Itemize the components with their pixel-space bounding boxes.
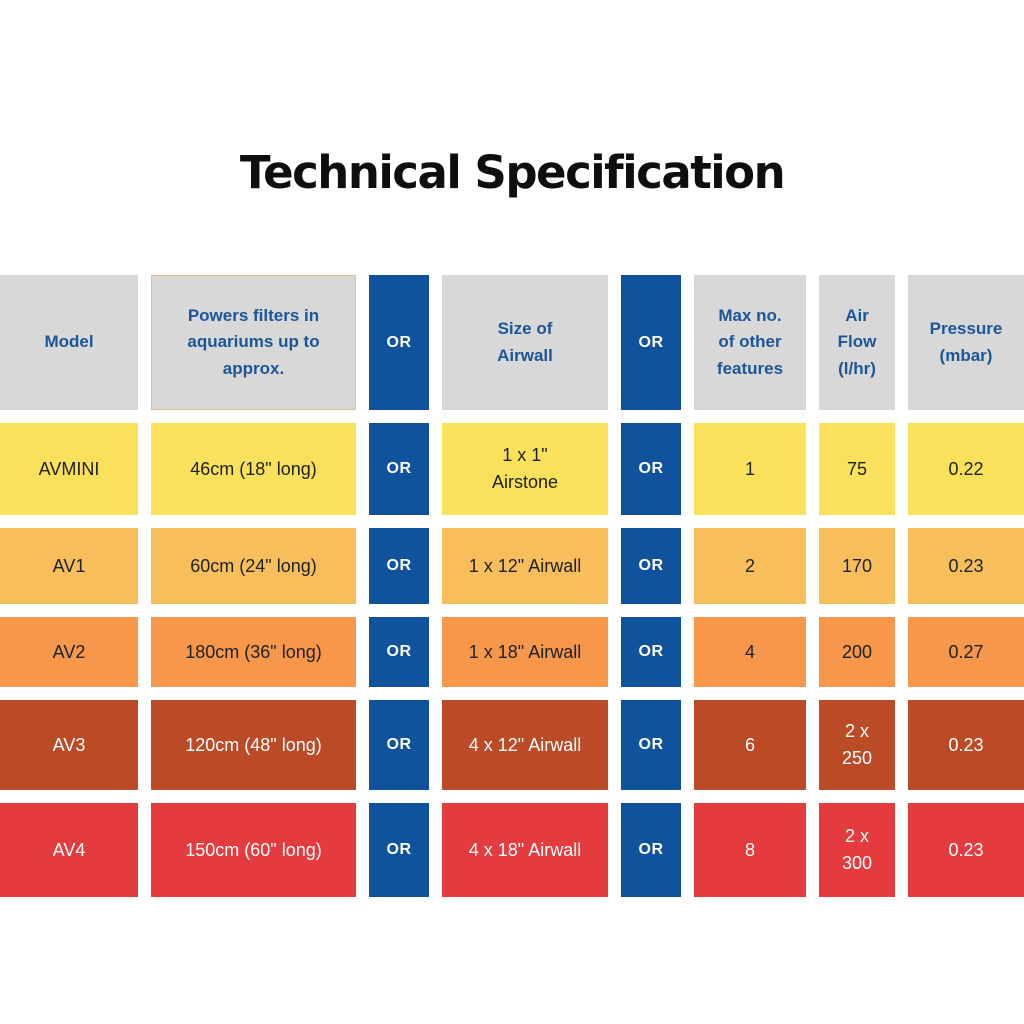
cell-max-features: 4 [694,617,806,687]
cell-powers: 120cm (48" long) [151,700,356,790]
header-or-1: OR [369,275,429,410]
cell-pressure: 0.23 [908,528,1024,604]
header-airflow: Air Flow (l/hr) [819,275,895,410]
cell-airflow: 2 x 300 [819,803,895,897]
cell-model: AV4 [0,803,138,897]
cell-model: AV3 [0,700,138,790]
cell-airwall-size: 4 x 12" Airwall [442,700,608,790]
header-or-2: OR [621,275,681,410]
cell-or: OR [369,423,429,515]
cell-airflow: 75 [819,423,895,515]
cell-or: OR [621,423,681,515]
cell-or: OR [369,528,429,604]
header-powers-filters: Powers filters in aquariums up to approx… [151,275,356,410]
cell-or: OR [369,617,429,687]
cell-pressure: 0.22 [908,423,1024,515]
cell-powers: 46cm (18" long) [151,423,356,515]
spec-table: Model Powers filters in aquariums up to … [0,275,1024,897]
cell-powers: 60cm (24" long) [151,528,356,604]
header-pressure: Pressure (mbar) [908,275,1024,410]
cell-powers: 180cm (36" long) [151,617,356,687]
header-max-features: Max no. of other features [694,275,806,410]
header-model: Model [0,275,138,410]
cell-pressure: 0.27 [908,617,1024,687]
cell-or: OR [621,528,681,604]
cell-or: OR [621,700,681,790]
cell-powers: 150cm (60" long) [151,803,356,897]
cell-airwall-size: 1 x 12" Airwall [442,528,608,604]
cell-max-features: 1 [694,423,806,515]
cell-max-features: 6 [694,700,806,790]
cell-model: AV2 [0,617,138,687]
cell-model: AVMINI [0,423,138,515]
cell-airwall-size: 1 x 18" Airwall [442,617,608,687]
cell-max-features: 8 [694,803,806,897]
cell-pressure: 0.23 [908,803,1024,897]
cell-airflow: 200 [819,617,895,687]
cell-airflow: 170 [819,528,895,604]
cell-max-features: 2 [694,528,806,604]
cell-airwall-size: 4 x 18" Airwall [442,803,608,897]
cell-or: OR [621,803,681,897]
cell-airflow: 2 x 250 [819,700,895,790]
header-airwall-size: Size of Airwall [442,275,608,410]
page-title: Technical Specification [239,146,786,199]
cell-or: OR [621,617,681,687]
cell-or: OR [369,700,429,790]
cell-model: AV1 [0,528,138,604]
cell-or: OR [369,803,429,897]
cell-pressure: 0.23 [908,700,1024,790]
cell-airwall-size: 1 x 1" Airstone [442,423,608,515]
